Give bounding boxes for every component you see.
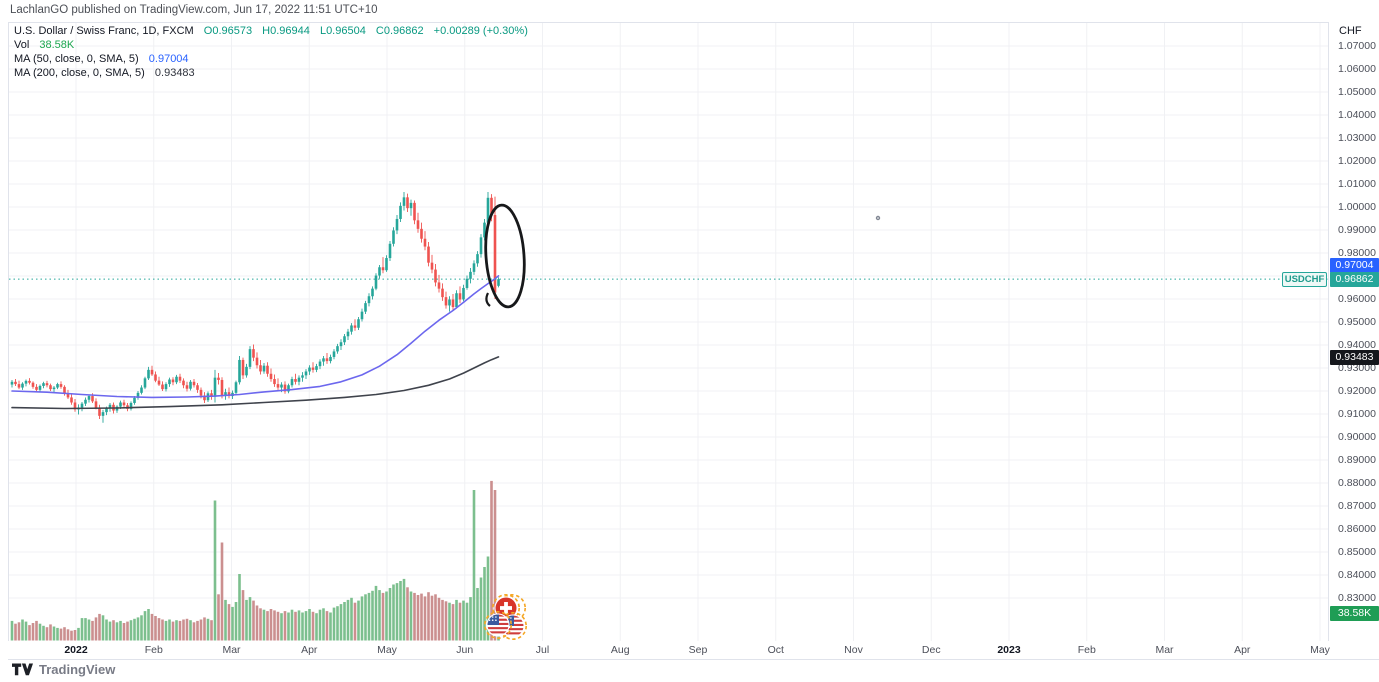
price-tick-label: 1.01000 <box>1338 177 1376 190</box>
time-tick-label: Mar <box>1155 644 1174 656</box>
us-flag-event-icon[interactable] <box>483 610 512 639</box>
ma50-price-label: 0.97004 <box>1330 258 1379 273</box>
stray-dot-center <box>877 217 879 219</box>
price-tick-label: 1.02000 <box>1338 154 1376 167</box>
price-tick-label: 0.88000 <box>1338 476 1376 489</box>
price-tick-label: 0.86000 <box>1338 522 1376 535</box>
price-tick-label: 0.90000 <box>1338 430 1376 443</box>
time-tick-label: Dec <box>921 644 941 656</box>
price-tick-label: 0.98000 <box>1338 246 1376 259</box>
candlestick-series <box>10 192 500 423</box>
legend-symbol-row: U.S. Dollar / Swiss Franc, 1D, FXCM O0.9… <box>14 25 528 38</box>
legend-volume-row: Vol 38.58K <box>14 39 528 52</box>
price-tick-label: 0.92000 <box>1338 384 1376 397</box>
tradingview-logo[interactable]: TradingView <box>12 662 115 677</box>
time-tick-label: 2023 <box>997 644 1021 656</box>
ma200-value: 0.93483 <box>154 67 195 79</box>
legend-ma200-row: MA (200, close, 0, SMA, 5) 0.93483 <box>14 67 528 80</box>
legend-ma50-row: MA (50, close, 0, SMA, 5) 0.97004 <box>14 53 528 66</box>
close-value: 0.96862 <box>383 25 424 37</box>
ma50-line <box>11 275 500 399</box>
price-tick-label: 0.96000 <box>1338 292 1376 305</box>
price-tick-label: 0.91000 <box>1338 407 1376 420</box>
time-tick-label: Oct <box>767 644 784 656</box>
time-tick-label: May <box>377 644 397 656</box>
price-tick-label: 1.07000 <box>1338 39 1376 52</box>
symbol-title: U.S. Dollar / Swiss Franc, 1D, FXCM <box>14 25 194 37</box>
ma50-value: 0.97004 <box>148 53 189 65</box>
price-tick-label: 1.03000 <box>1338 131 1376 144</box>
price-tick-label: 0.94000 <box>1338 338 1376 351</box>
price-tick-label: 0.84000 <box>1338 568 1376 581</box>
change-value: +0.00289 (+0.30%) <box>433 25 528 37</box>
price-tick-label: 1.05000 <box>1338 85 1376 98</box>
price-tick-label: 1.04000 <box>1338 108 1376 121</box>
price-tick-label: 1.06000 <box>1338 62 1376 75</box>
frame-bottom <box>8 659 1379 660</box>
price-tick-label: 0.89000 <box>1338 453 1376 466</box>
time-tick-label: Sep <box>688 644 708 656</box>
time-tick-label: Apr <box>1234 644 1251 656</box>
volume-value: 38.58K <box>39 39 75 51</box>
time-tick-label: Jul <box>535 644 550 656</box>
tradingview-logo-icon <box>12 663 33 676</box>
high-label: H <box>262 25 271 37</box>
frame-top <box>8 22 1379 23</box>
price-axis-separator <box>1328 22 1329 659</box>
high-value: 0.96944 <box>270 25 310 37</box>
price-axis[interactable]: CHF 1.07000 1.06000 1.05000 1.04000 1.03000 1… <box>1329 22 1379 641</box>
price-tick-label: 0.99000 <box>1338 223 1376 236</box>
time-tick-label: Feb <box>1077 644 1096 656</box>
low-label: L <box>319 25 327 37</box>
open-value: 0.96573 <box>212 25 253 37</box>
grid-lines <box>9 23 1328 641</box>
axis-currency-label: CHF <box>1339 25 1362 37</box>
volume-axis-label: 38.58K <box>1330 606 1379 621</box>
time-tick-label: Jun <box>456 644 474 656</box>
ellipse-annotation[interactable] <box>482 203 527 309</box>
time-tick-label: Mar <box>222 644 241 656</box>
close-label: C <box>375 25 384 37</box>
price-tick-label: 0.95000 <box>1338 315 1376 328</box>
price-tick-label: 0.83000 <box>1338 591 1376 604</box>
volume-label: Vol <box>14 39 30 51</box>
price-tick-label: 0.85000 <box>1338 545 1376 558</box>
tradingview-logo-text: TradingView <box>39 662 116 677</box>
volume-series <box>10 480 500 641</box>
price-tick-label: 0.87000 <box>1338 499 1376 512</box>
ma200-label: MA (200, close, 0, SMA, 5) <box>14 67 145 79</box>
ma200-line <box>11 356 500 410</box>
time-tick-label: 2022 <box>64 644 88 656</box>
time-tick-label: Nov <box>844 644 863 656</box>
frame-left <box>8 22 9 659</box>
ma200-price-label: 0.93483 <box>1330 350 1379 365</box>
time-tick-label: May <box>1310 644 1330 656</box>
chart-legend: U.S. Dollar / Swiss Franc, 1D, FXCM O0.9… <box>14 25 528 81</box>
price-tick-label: 1.00000 <box>1338 200 1376 213</box>
symbol-countdown-tag: USDCHF <box>1282 272 1327 287</box>
last-price-label: 0.96862 <box>1330 272 1379 287</box>
low-value: 0.96504 <box>326 25 366 37</box>
ma50-label: MA (50, close, 0, SMA, 5) <box>14 53 139 65</box>
ellipse-annotation-tail <box>485 292 491 307</box>
time-tick-label: Aug <box>610 644 630 656</box>
time-axis[interactable]: 2022 Feb Mar Apr May Jun Jul Aug Sep Oct Nov Dec 202… <box>8 641 1379 659</box>
open-label: O <box>203 25 213 37</box>
time-tick-label: Feb <box>144 644 163 656</box>
attribution-text: LachlanGO published on TradingView.com, … <box>10 4 378 16</box>
time-tick-label: Apr <box>301 644 318 656</box>
